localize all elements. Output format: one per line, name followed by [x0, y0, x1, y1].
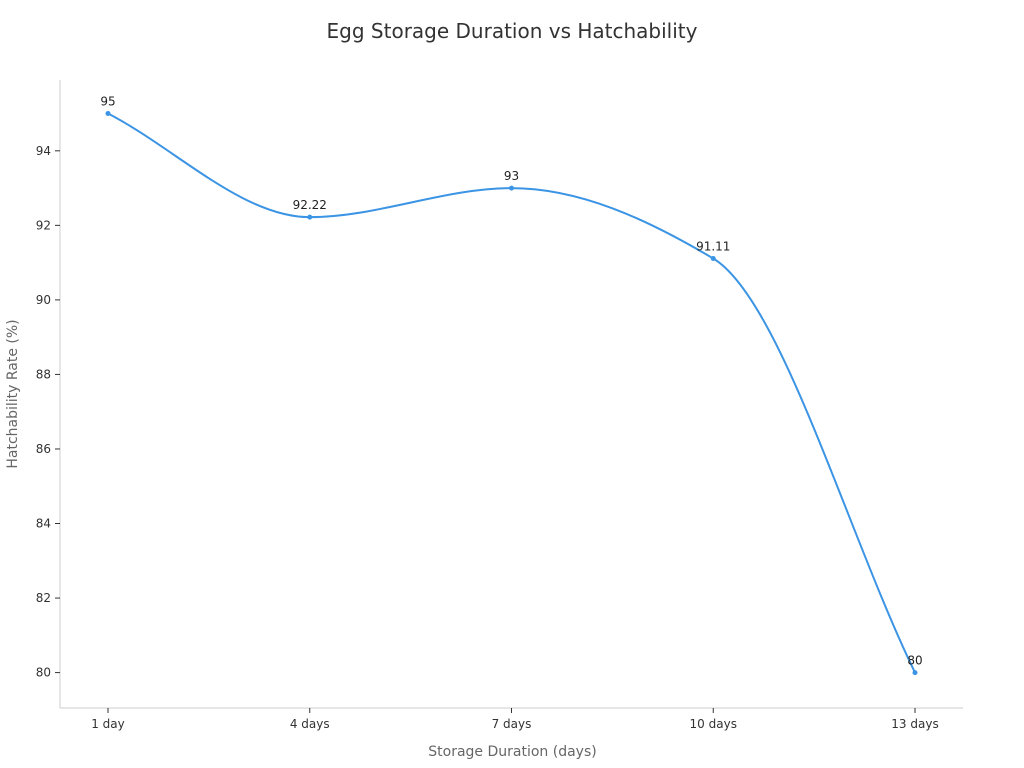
- y-tick-label: 88: [36, 367, 51, 381]
- data-label: 80: [907, 654, 922, 668]
- data-label: 91.11: [696, 240, 730, 254]
- x-tick-label: 10 days: [690, 717, 737, 731]
- y-tick-label: 82: [36, 591, 51, 605]
- data-point: [307, 214, 313, 220]
- y-tick-label: 80: [36, 666, 51, 680]
- series-line: [107, 112, 916, 674]
- y-tick-label: 94: [36, 144, 51, 158]
- data-point: [912, 670, 918, 676]
- x-axis-title: Storage Duration (days): [428, 744, 596, 760]
- y-tick-label: 90: [36, 293, 51, 307]
- data-point: [509, 185, 514, 191]
- data-label: 95: [100, 95, 115, 109]
- y-axis-title: Hatchability Rate (%): [5, 319, 21, 468]
- y-tick-label: 84: [36, 517, 51, 531]
- y-tick-label: 92: [36, 218, 51, 232]
- x-tick-label: 1 day: [91, 717, 125, 731]
- x-tick-label: 7 days: [492, 717, 532, 731]
- data-label: 93: [504, 169, 519, 183]
- data-point: [710, 256, 716, 262]
- data-label: 92.22: [293, 198, 327, 212]
- x-tick-label: 4 days: [290, 717, 330, 731]
- x-tick-label: 13 days: [891, 717, 938, 731]
- data-point: [105, 111, 111, 117]
- y-tick-label: 86: [36, 442, 51, 456]
- chart-title: Egg Storage Duration vs Hatchability: [326, 19, 698, 43]
